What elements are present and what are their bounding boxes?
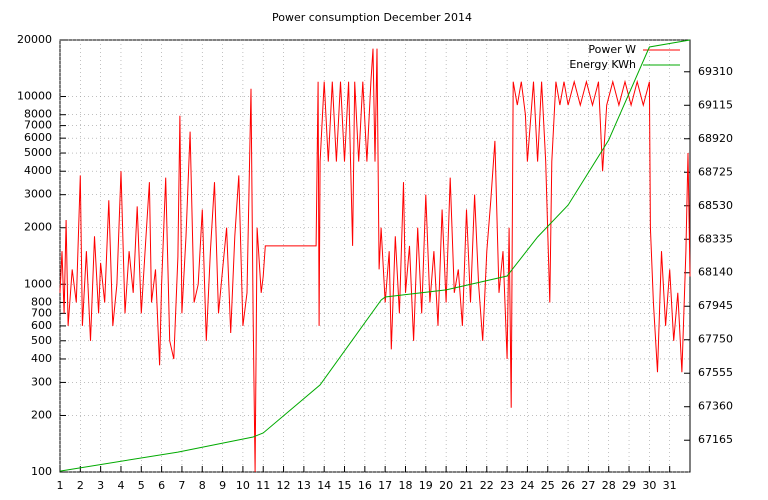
x-tick-label: 5 [138,479,145,492]
y-tick-label: 300 [31,375,52,388]
series-line [59,39,691,472]
y2-tick-label: 67360 [698,400,733,413]
y2-tick-label: 68335 [698,232,733,245]
y-tick-label: 400 [31,352,52,365]
y2-tick-label: 68140 [698,266,733,279]
y2-tick-label: 67945 [698,299,733,312]
y2-tick-label: 67555 [698,366,733,379]
plot-frame [59,39,691,473]
y-tick-label: 7000 [24,119,52,132]
x-tick-label: 26 [561,479,575,492]
x-tick-label: 28 [602,479,616,492]
x-tick-label: 21 [459,479,473,492]
y-tick-label: 2000 [24,221,52,234]
x-tick-label: 11 [256,479,270,492]
y2-tick-label: 69115 [698,98,733,111]
y2-tick-label: 67750 [698,333,733,346]
x-tick-label: 3 [97,479,104,492]
x-tick-label: 14 [317,479,331,492]
y-tick-label: 5000 [24,146,52,159]
x-tick-label: 27 [581,479,595,492]
y-tick-label: 800 [31,295,52,308]
x-tick-label: 9 [219,479,226,492]
x-tick-label: 15 [338,479,352,492]
x-tick-label: 17 [378,479,392,492]
chart-title: Power consumption December 2014 [272,11,472,24]
x-tick-label: 4 [117,479,124,492]
x-tick-label: 24 [520,479,534,492]
x-tick-label: 29 [622,479,636,492]
x-tick-label: 13 [297,479,311,492]
y-tick-label: 700 [31,306,52,319]
x-tick-label: 22 [480,479,494,492]
legend-label: Energy KWh [569,58,636,71]
y-tick-label: 500 [31,334,52,347]
x-tick-label: 16 [358,479,372,492]
x-tick-label: 8 [199,479,206,492]
x-tick-label: 20 [439,479,453,492]
x-tick-label: 18 [398,479,412,492]
x-tick-label: 30 [642,479,656,492]
x-tick-label: 6 [158,479,165,492]
y-tick-label: 8000 [24,108,52,121]
y-tick-label: 6000 [24,131,52,144]
x-tick-label: 7 [178,479,185,492]
x-tick-label: 10 [236,479,250,492]
x-tick-label: 19 [419,479,433,492]
y2-tick-label: 68530 [698,199,733,212]
y-tick-label: 200 [31,408,52,421]
x-tick-label: 1 [57,479,64,492]
y2-tick-label: 68725 [698,165,733,178]
y-tick-label: 10000 [17,90,52,103]
y-tick-label: 20000 [17,33,52,46]
y-tick-label: 4000 [24,164,52,177]
series-line [59,48,691,473]
y2-tick-label: 69310 [698,65,733,78]
x-tick-label: 12 [277,479,291,492]
x-tick-label: 2 [77,479,84,492]
x-tick-label: 25 [541,479,555,492]
y2-tick-label: 68920 [698,132,733,145]
y-tick-label: 600 [31,319,52,332]
y-tick-label: 100 [31,465,52,478]
x-tick-label: 31 [663,479,677,492]
y-tick-label: 1000 [24,277,52,290]
legend-label: Power W [588,43,636,56]
x-tick-label: 23 [500,479,514,492]
y-tick-label: 3000 [24,188,52,201]
y2-tick-label: 67165 [698,433,733,446]
